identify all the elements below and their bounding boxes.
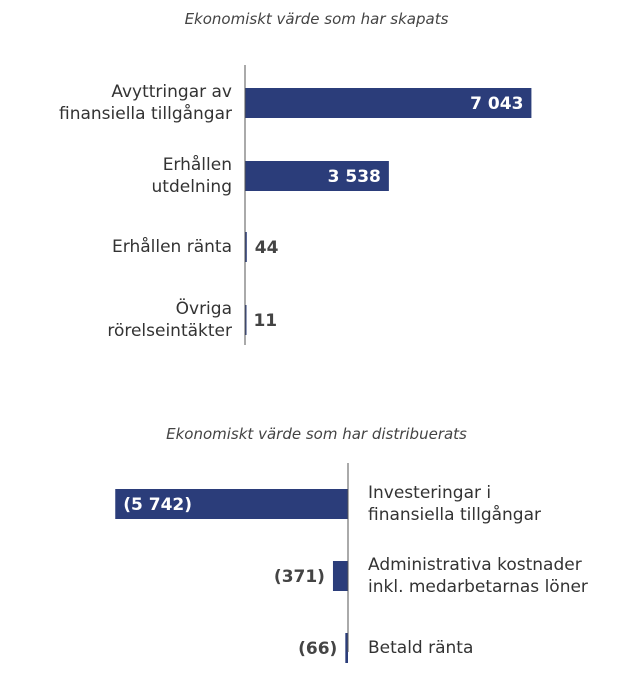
category-label: Erhållen utdelning bbox=[151, 155, 232, 197]
chart-title: Ekonomiskt värde som har distribuerats bbox=[166, 425, 467, 443]
bar bbox=[332, 561, 348, 591]
bar bbox=[115, 489, 348, 519]
value-label: (371) bbox=[274, 567, 325, 587]
category-label: Investeringar i finansiella tillgångar bbox=[368, 483, 541, 525]
value-label: 44 bbox=[255, 238, 279, 258]
value-label: 11 bbox=[253, 311, 277, 331]
value-label: 3 538 bbox=[328, 167, 381, 187]
value-label: (66) bbox=[298, 639, 337, 659]
value-label: 7 043 bbox=[470, 94, 523, 114]
bar bbox=[245, 305, 247, 335]
bar bbox=[245, 232, 247, 262]
bar bbox=[345, 633, 348, 663]
bar bbox=[245, 88, 532, 118]
category-label: Erhållen ränta bbox=[112, 237, 232, 257]
category-label: Administrativa kostnader inkl. medarbeta… bbox=[368, 555, 588, 597]
value-label: (5 742) bbox=[123, 495, 192, 515]
category-label: Övriga rörelseintäkter bbox=[107, 299, 232, 341]
chart-title: Ekonomiskt värde som har skapats bbox=[184, 10, 449, 28]
category-label: Betald ränta bbox=[368, 638, 474, 658]
category-label: Avyttringar av finansiella tillgångar bbox=[59, 82, 232, 124]
bar bbox=[245, 161, 389, 191]
